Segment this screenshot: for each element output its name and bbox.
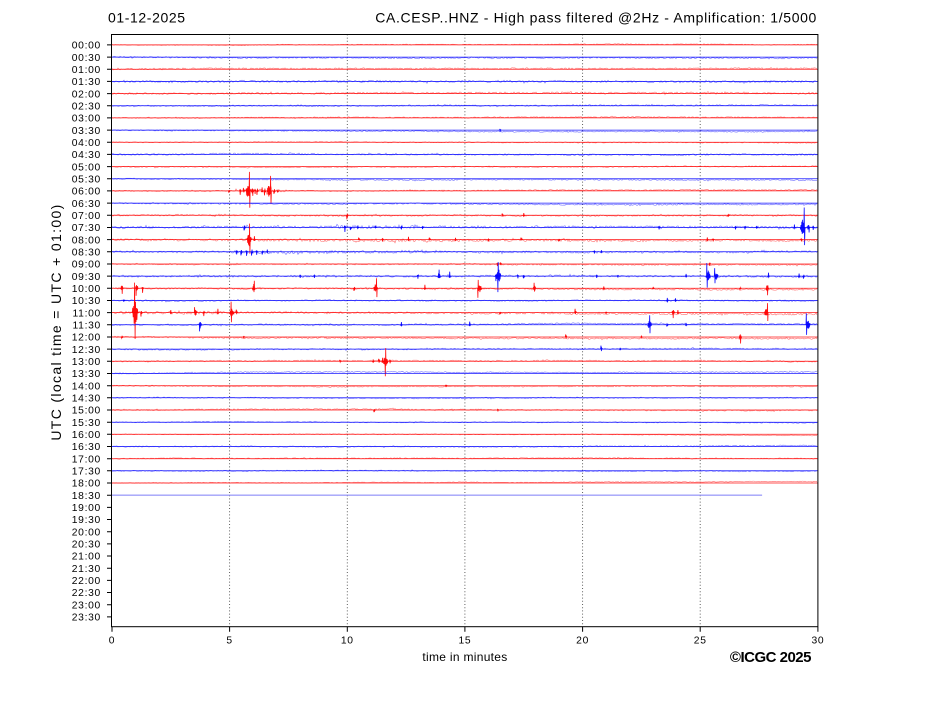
svg-text:02:30: 02:30 bbox=[72, 102, 101, 113]
svg-text:23:00: 23:00 bbox=[72, 600, 101, 611]
svg-text:16:30: 16:30 bbox=[72, 442, 101, 453]
svg-text:13:30: 13:30 bbox=[72, 369, 101, 380]
svg-text:17:30: 17:30 bbox=[72, 467, 101, 478]
svg-text:18:00: 18:00 bbox=[72, 479, 101, 490]
svg-text:09:00: 09:00 bbox=[72, 260, 101, 271]
svg-text:14:00: 14:00 bbox=[72, 381, 101, 392]
svg-text:12:00: 12:00 bbox=[72, 333, 101, 344]
svg-text:01-12-2025: 01-12-2025 bbox=[108, 10, 186, 26]
svg-text:08:30: 08:30 bbox=[72, 248, 101, 259]
svg-text:20: 20 bbox=[576, 636, 589, 647]
svg-text:0: 0 bbox=[109, 636, 115, 647]
svg-text:19:00: 19:00 bbox=[72, 503, 101, 514]
svg-text:CA.CESP..HNZ - High pass filte: CA.CESP..HNZ - High pass filtered @2Hz -… bbox=[375, 10, 817, 26]
svg-text:22:30: 22:30 bbox=[72, 588, 101, 599]
svg-text:04:30: 04:30 bbox=[72, 150, 101, 161]
svg-text:25: 25 bbox=[694, 636, 707, 647]
svg-text:10: 10 bbox=[341, 636, 354, 647]
svg-text:14:30: 14:30 bbox=[72, 394, 101, 405]
svg-text:30: 30 bbox=[811, 636, 824, 647]
svg-text:00:00: 00:00 bbox=[72, 41, 101, 52]
svg-text:01:00: 01:00 bbox=[72, 65, 101, 76]
svg-text:06:30: 06:30 bbox=[72, 199, 101, 210]
svg-text:10:30: 10:30 bbox=[72, 296, 101, 307]
svg-text:13:00: 13:00 bbox=[72, 357, 101, 368]
svg-text:02:00: 02:00 bbox=[72, 89, 101, 100]
svg-text:10:00: 10:00 bbox=[72, 284, 101, 295]
svg-text:15: 15 bbox=[458, 636, 471, 647]
svg-text:12:30: 12:30 bbox=[72, 345, 101, 356]
svg-text:07:00: 07:00 bbox=[72, 211, 101, 222]
svg-text:09:30: 09:30 bbox=[72, 272, 101, 283]
svg-text:time in minutes: time in minutes bbox=[422, 650, 507, 664]
svg-text:16:00: 16:00 bbox=[72, 430, 101, 441]
svg-text:15:30: 15:30 bbox=[72, 418, 101, 429]
svg-text:5: 5 bbox=[226, 636, 232, 647]
svg-text:20:30: 20:30 bbox=[72, 540, 101, 551]
svg-text:04:00: 04:00 bbox=[72, 138, 101, 149]
svg-text:00:30: 00:30 bbox=[72, 53, 101, 64]
svg-text:©ICGC 2025: ©ICGC 2025 bbox=[730, 649, 811, 666]
svg-text:17:00: 17:00 bbox=[72, 454, 101, 465]
svg-text:18:30: 18:30 bbox=[72, 491, 101, 502]
svg-text:UTC (local time = UTC + 01:00): UTC (local time = UTC + 01:00) bbox=[48, 203, 64, 440]
svg-text:07:30: 07:30 bbox=[72, 223, 101, 234]
svg-text:11:00: 11:00 bbox=[72, 308, 101, 319]
svg-text:05:30: 05:30 bbox=[72, 175, 101, 186]
svg-text:21:00: 21:00 bbox=[72, 552, 101, 563]
svg-text:11:30: 11:30 bbox=[72, 321, 101, 332]
svg-text:06:00: 06:00 bbox=[72, 187, 101, 198]
svg-text:22:00: 22:00 bbox=[72, 576, 101, 587]
svg-text:03:30: 03:30 bbox=[72, 126, 101, 137]
svg-text:08:00: 08:00 bbox=[72, 235, 101, 246]
svg-text:23:30: 23:30 bbox=[72, 613, 101, 624]
svg-text:05:00: 05:00 bbox=[72, 162, 101, 173]
svg-text:21:30: 21:30 bbox=[72, 564, 101, 575]
svg-text:20:00: 20:00 bbox=[72, 527, 101, 538]
svg-text:19:30: 19:30 bbox=[72, 515, 101, 526]
svg-text:03:00: 03:00 bbox=[72, 114, 101, 125]
svg-text:01:30: 01:30 bbox=[72, 77, 101, 88]
svg-text:15:00: 15:00 bbox=[72, 406, 101, 417]
